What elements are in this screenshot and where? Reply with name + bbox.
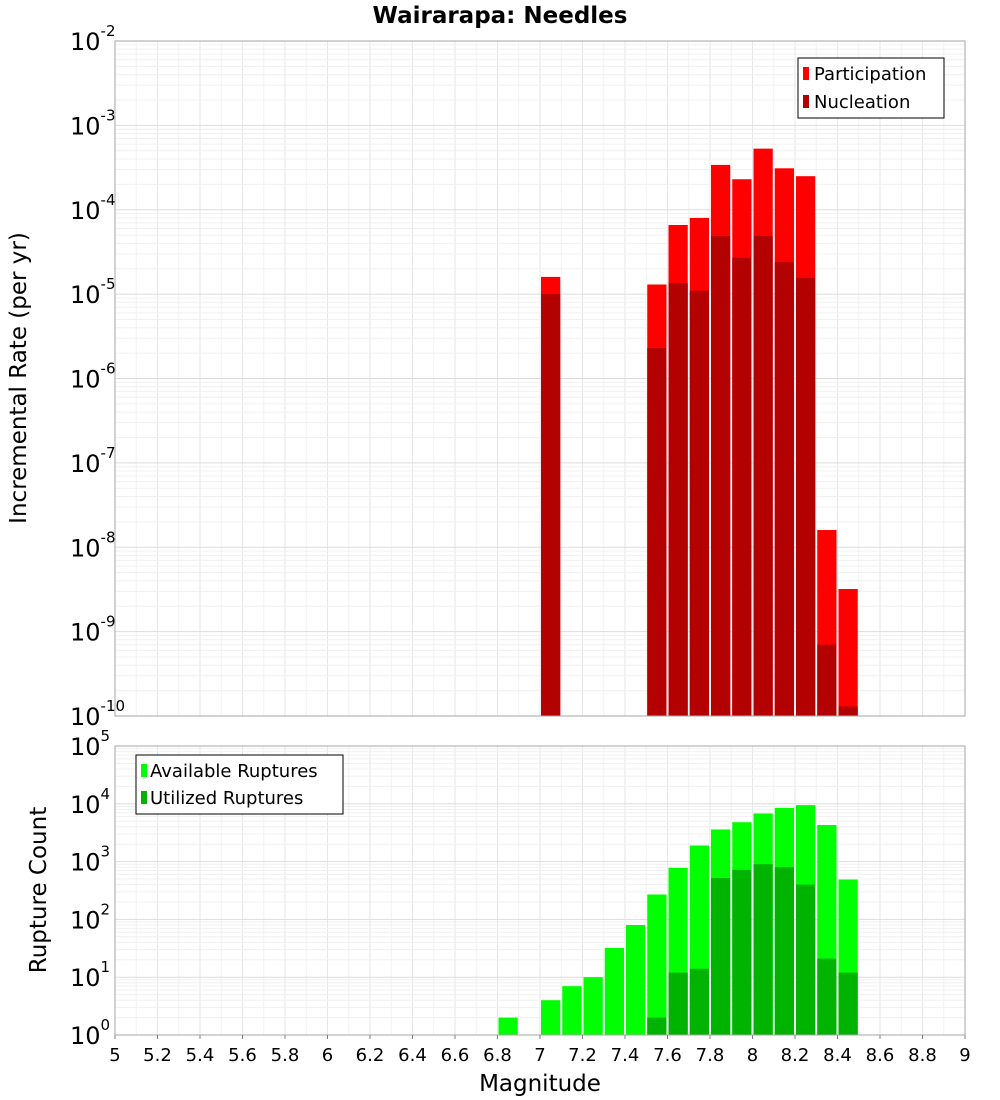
y-tick-label: 103 xyxy=(70,843,110,877)
y-tick-label: 104 xyxy=(70,785,110,819)
top-bars xyxy=(541,148,858,716)
x-axis-label: Magnitude xyxy=(479,1071,601,1097)
y-tick-label: 102 xyxy=(70,900,110,934)
bottom-y-ticks: 100 101 102 103 104 105 xyxy=(70,727,110,1050)
bar-utilized-ruptures xyxy=(774,867,794,1035)
bar-available-ruptures xyxy=(541,1000,561,1035)
x-tick-label: 5.4 xyxy=(186,1045,215,1066)
top-y-ticks: 10-10 10-9 10-8 10-7 10-6 10-5 10-4 10-3 10-2 xyxy=(70,22,125,731)
x-tick-label: 5.6 xyxy=(228,1045,257,1066)
legend-swatch-available xyxy=(141,764,147,777)
x-tick-label: 9 xyxy=(959,1045,970,1066)
top-legend: Participation Nucleation xyxy=(797,57,945,119)
y-tick-label: 10-10 xyxy=(70,697,125,731)
bar-available-ruptures xyxy=(647,894,667,1035)
y-tick-label: 10-5 xyxy=(70,275,116,309)
bar-utilized-ruptures xyxy=(711,878,731,1035)
bottom-legend-box xyxy=(135,754,344,815)
bar-available-ruptures xyxy=(626,925,646,1035)
legend-swatch-participation xyxy=(803,67,809,80)
y-tick-label: 10-6 xyxy=(70,360,116,394)
x-tick-label: 8.6 xyxy=(866,1045,895,1066)
bottom-legend: Available Ruptures Utilized Ruptures xyxy=(135,754,344,815)
bar-nucleation xyxy=(668,283,688,716)
x-tick-label: 7.6 xyxy=(653,1045,682,1066)
y-tick-label: 100 xyxy=(70,1016,110,1050)
x-tick-label: 5 xyxy=(109,1045,120,1066)
bar-nucleation xyxy=(838,706,858,716)
bar-nucleation xyxy=(732,257,752,716)
top-legend-box xyxy=(797,57,945,119)
top-grid xyxy=(114,41,966,717)
x-tick-label: 6.2 xyxy=(356,1045,385,1066)
x-tick-label: 8.8 xyxy=(908,1045,937,1066)
bottom-y-axis-label: Rupture Count xyxy=(26,807,52,973)
bar-available-ruptures xyxy=(498,1017,518,1035)
x-tick-label: 6.4 xyxy=(398,1045,427,1066)
bar-utilized-ruptures xyxy=(838,972,858,1035)
bar-nucleation xyxy=(796,278,816,716)
bar-utilized-ruptures xyxy=(689,968,709,1035)
x-tick-label: 6.6 xyxy=(441,1045,470,1066)
bar-nucleation xyxy=(753,235,773,716)
bar-utilized-ruptures xyxy=(796,884,816,1035)
legend-label-participation: Participation xyxy=(814,64,926,85)
bottom-plot: 100 101 102 103 104 105 5 5.2 5.4 5.6 5.8 6 6.2 6.4 6… xyxy=(26,727,971,1097)
bar-nucleation xyxy=(541,294,561,716)
bar-nucleation xyxy=(817,644,837,716)
bar-available-ruptures xyxy=(604,948,624,1035)
x-tick-label: 7.4 xyxy=(611,1045,640,1066)
legend-swatch-nucleation xyxy=(803,95,809,108)
bar-utilized-ruptures xyxy=(668,972,688,1035)
x-tick-label: 7 xyxy=(534,1045,545,1066)
bar-available-ruptures xyxy=(583,977,603,1035)
bar-utilized-ruptures xyxy=(817,958,837,1035)
y-tick-label: 10-9 xyxy=(70,613,116,647)
bar-participation xyxy=(838,589,858,716)
bottom-x-ticks: 5 5.2 5.4 5.6 5.8 6 6.2 6.4 6.6 6.8 7 7.2 7.4 7.6 7.8 8… xyxy=(109,1035,971,1066)
legend-label-nucleation: Nucleation xyxy=(814,92,910,113)
bar-utilized-ruptures xyxy=(647,1017,667,1035)
bar-nucleation xyxy=(774,262,794,716)
top-plot: 10-10 10-9 10-8 10-7 10-6 10-5 10-4 10-3 10-2 In… xyxy=(6,22,966,731)
bar-nucleation xyxy=(711,235,731,716)
y-tick-label: 10-2 xyxy=(70,22,116,56)
x-tick-label: 8 xyxy=(747,1045,758,1066)
bar-nucleation xyxy=(647,347,667,716)
x-tick-label: 8.2 xyxy=(781,1045,810,1066)
x-tick-label: 6 xyxy=(322,1045,333,1066)
bar-nucleation xyxy=(689,290,709,716)
y-tick-label: 10-3 xyxy=(70,106,116,140)
x-tick-label: 7.2 xyxy=(568,1045,597,1066)
x-tick-label: 6.8 xyxy=(483,1045,512,1066)
x-tick-label: 5.2 xyxy=(143,1045,172,1066)
y-tick-label: 10-8 xyxy=(70,528,116,562)
x-tick-label: 8.4 xyxy=(823,1045,852,1066)
legend-label-available: Available Ruptures xyxy=(150,761,318,782)
x-tick-label: 7.8 xyxy=(696,1045,725,1066)
bar-available-ruptures xyxy=(562,986,582,1035)
chart-title: Wairarapa: Needles xyxy=(373,3,628,29)
bar-utilized-ruptures xyxy=(753,864,773,1035)
top-y-axis-label: Incremental Rate (per yr) xyxy=(6,232,32,524)
y-tick-label: 105 xyxy=(70,727,110,761)
y-tick-label: 10-7 xyxy=(70,444,116,478)
y-tick-label: 10-4 xyxy=(70,191,116,225)
bottom-bars xyxy=(498,805,858,1035)
bar-utilized-ruptures xyxy=(732,869,752,1035)
top-plot-border xyxy=(114,40,966,717)
legend-swatch-utilized xyxy=(141,791,147,804)
legend-label-utilized: Utilized Ruptures xyxy=(150,788,303,809)
x-tick-label: 5.8 xyxy=(271,1045,300,1066)
y-tick-label: 101 xyxy=(70,958,110,992)
